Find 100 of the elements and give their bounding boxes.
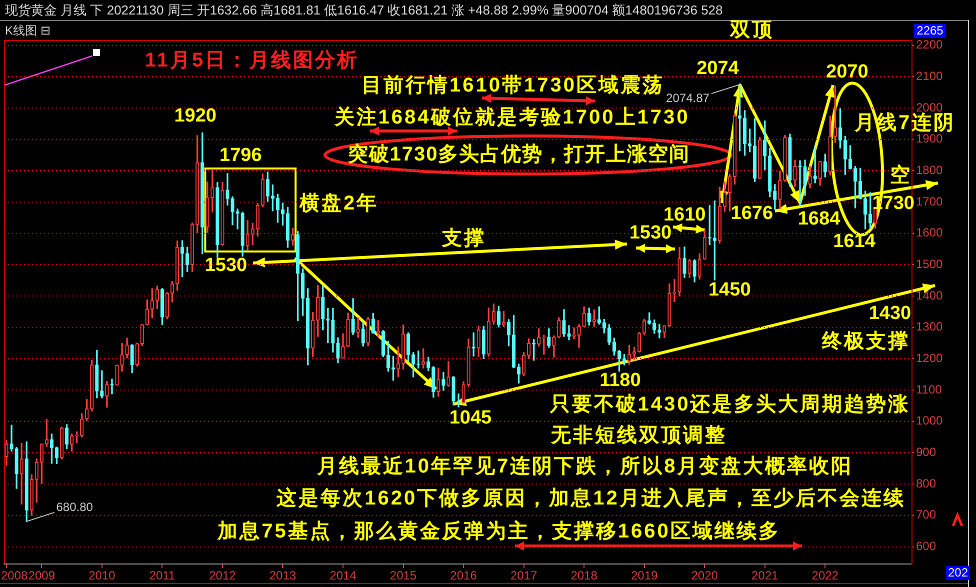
candlestick	[557, 317, 561, 338]
candlestick	[216, 182, 220, 258]
x-tick-label: 2018	[570, 568, 598, 582]
candlestick	[562, 309, 566, 337]
candlestick	[692, 259, 696, 282]
candlestick	[672, 279, 676, 302]
y-tick-label: 1400	[916, 288, 944, 302]
candlestick	[95, 350, 99, 398]
candlestick	[592, 310, 596, 327]
y-tick-label: 600	[916, 539, 936, 554]
y-tick-label: 1700	[916, 194, 944, 208]
candlestick	[44, 418, 49, 447]
candlestick	[577, 324, 581, 348]
candlestick	[678, 247, 682, 296]
candlestick	[752, 118, 757, 182]
candlestick	[642, 318, 646, 336]
annotation: 支撑	[441, 228, 486, 250]
annotation: 双顶	[729, 19, 774, 42]
candlestick	[466, 338, 470, 388]
chart-subtitle: 现货黄金 月线 下 20221130 周三 开1632.66 高1681.81 低1616.47 收1681.21 涨 +48.88 2.99% 量900704 额1480196736 528	[5, 2, 723, 18]
candlestick	[145, 299, 149, 326]
candlestick	[130, 344, 134, 374]
candlestick	[682, 246, 686, 278]
x-tick-label: 2008	[0, 568, 28, 582]
candlestick	[155, 286, 160, 309]
x-tick-label: 2015	[390, 568, 417, 582]
candlestick	[220, 182, 224, 246]
annotation: 横盘2年	[298, 192, 379, 215]
candlestick	[341, 333, 345, 358]
candlestick	[250, 223, 254, 245]
candlestick	[206, 182, 210, 233]
x-tick-label: 2011	[149, 568, 176, 582]
y-tick-label: 1200	[916, 351, 944, 366]
candlestick	[472, 332, 476, 357]
annotation: 1920	[174, 105, 217, 126]
candlestick	[14, 447, 18, 489]
text: 202	[948, 565, 968, 580]
candlestick	[100, 370, 104, 398]
candlestick	[331, 308, 335, 352]
annotation: 1676	[730, 202, 774, 224]
y-tick-label: 1500	[916, 257, 944, 272]
candlestick	[582, 306, 586, 328]
candlestick	[712, 200, 716, 280]
candlestick	[587, 308, 591, 326]
annotation: 2074	[696, 58, 740, 80]
candlestick	[60, 426, 64, 460]
annotation: 1045	[449, 408, 492, 429]
candlestick	[452, 376, 456, 406]
x-tick-label: 2012	[209, 568, 236, 582]
text: K线图 ⊟	[5, 23, 50, 38]
annotation: 1684	[798, 208, 841, 230]
candlestick	[502, 310, 506, 328]
candlestick	[718, 186, 722, 244]
candlestick	[446, 361, 450, 387]
candlestick	[90, 360, 94, 412]
candlestick	[627, 344, 632, 365]
candlestick	[492, 304, 496, 325]
annotation: 2070	[826, 61, 868, 82]
annotation: 680.80	[56, 500, 94, 514]
annotation: 1530	[204, 255, 248, 276]
candlestick	[476, 326, 480, 357]
y-tick-label: 700	[916, 508, 936, 522]
candlestick	[140, 324, 144, 346]
candlestick	[256, 202, 260, 237]
candlestick	[326, 308, 330, 344]
annotation: 1614	[833, 231, 876, 252]
annotation: 月线最近10年罕见7连阴下跌，所以8月变盘大概率收阳	[316, 454, 854, 478]
candlestick	[432, 366, 436, 398]
candlestick	[180, 240, 184, 277]
candlestick	[361, 322, 365, 347]
candlestick	[607, 324, 611, 345]
candlestick	[496, 306, 501, 328]
candlestick	[260, 173, 264, 208]
annotation: 只要不破1430还是多头大周期趋势涨	[548, 394, 910, 416]
candlestick	[200, 132, 204, 254]
candlestick	[336, 337, 340, 364]
candlestick	[602, 318, 606, 334]
candlestick	[266, 172, 270, 202]
candlestick	[150, 288, 154, 318]
candlestick	[246, 220, 250, 250]
candlestick	[456, 393, 460, 408]
candlestick	[486, 308, 490, 357]
candlestick	[110, 378, 114, 394]
annotation: 这是每次1620下做多原因，加息12月进入尾声，至少后不会连续	[276, 486, 906, 510]
candlestick	[346, 312, 350, 348]
candlestick	[793, 160, 797, 187]
candlestick	[185, 246, 190, 272]
candlestick	[768, 148, 772, 198]
text: 2265	[916, 23, 944, 38]
y-tick-label: 1300	[916, 320, 944, 334]
candlestick	[125, 338, 129, 358]
x-tick-label: 2022	[812, 568, 839, 582]
candlestick	[4, 440, 8, 466]
candlestick	[788, 134, 792, 187]
candlestick	[105, 380, 109, 408]
annotation: 加息75基点，那么黄金反弹为主，支撑移1660区域继续多	[216, 520, 780, 543]
candlestick	[783, 134, 787, 182]
annotation: 1450	[708, 280, 751, 301]
candlestick	[572, 327, 576, 339]
annotation: 空	[890, 164, 910, 187]
